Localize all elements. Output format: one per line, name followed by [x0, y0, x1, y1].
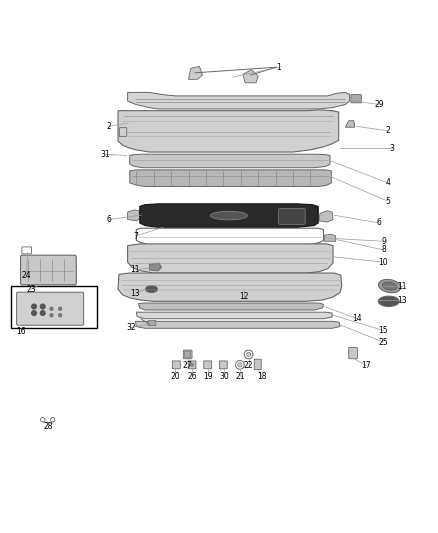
Polygon shape — [188, 66, 202, 79]
Circle shape — [31, 310, 37, 316]
Text: 30: 30 — [219, 372, 229, 381]
Text: 13: 13 — [397, 296, 406, 305]
Text: 7: 7 — [133, 231, 138, 240]
FancyBboxPatch shape — [173, 361, 180, 369]
Text: 20: 20 — [171, 372, 180, 381]
Text: 2: 2 — [107, 122, 112, 131]
Text: 11: 11 — [397, 281, 406, 290]
Circle shape — [49, 313, 53, 318]
Polygon shape — [243, 70, 258, 83]
Polygon shape — [130, 170, 331, 187]
Text: 11: 11 — [131, 265, 140, 274]
Text: 5: 5 — [385, 197, 390, 206]
Polygon shape — [324, 235, 336, 241]
Text: 21: 21 — [235, 372, 245, 381]
Text: 25: 25 — [379, 338, 389, 347]
Text: 17: 17 — [361, 361, 371, 370]
Text: 3: 3 — [390, 143, 395, 152]
Text: 29: 29 — [374, 100, 384, 109]
Circle shape — [40, 303, 46, 310]
Ellipse shape — [145, 286, 158, 293]
Polygon shape — [118, 273, 342, 301]
Circle shape — [247, 352, 251, 357]
FancyBboxPatch shape — [184, 350, 192, 359]
Text: 14: 14 — [353, 314, 362, 323]
Polygon shape — [345, 120, 355, 127]
Text: 32: 32 — [126, 323, 136, 332]
Polygon shape — [138, 303, 323, 310]
FancyBboxPatch shape — [349, 348, 357, 359]
Text: 2: 2 — [385, 126, 390, 135]
Text: 16: 16 — [16, 327, 25, 336]
Text: 10: 10 — [379, 257, 389, 266]
Text: 26: 26 — [187, 372, 197, 381]
FancyBboxPatch shape — [17, 292, 84, 325]
Polygon shape — [127, 118, 136, 125]
FancyBboxPatch shape — [254, 359, 261, 370]
Circle shape — [190, 362, 194, 367]
Polygon shape — [127, 92, 350, 109]
Ellipse shape — [211, 211, 247, 220]
Text: 8: 8 — [381, 246, 386, 254]
Polygon shape — [319, 211, 333, 222]
Circle shape — [58, 306, 62, 311]
Text: 6: 6 — [107, 215, 112, 224]
Ellipse shape — [378, 279, 401, 293]
Text: 4: 4 — [385, 179, 390, 188]
Text: 27: 27 — [183, 361, 192, 370]
FancyBboxPatch shape — [21, 255, 76, 285]
Text: 23: 23 — [26, 285, 36, 294]
FancyBboxPatch shape — [188, 361, 196, 369]
Polygon shape — [127, 244, 333, 273]
Ellipse shape — [378, 296, 399, 306]
Circle shape — [40, 310, 46, 316]
Circle shape — [49, 306, 53, 311]
Text: 31: 31 — [100, 150, 110, 159]
Text: 1: 1 — [277, 63, 282, 71]
FancyBboxPatch shape — [279, 208, 305, 224]
Polygon shape — [130, 154, 330, 168]
FancyBboxPatch shape — [185, 351, 191, 358]
Circle shape — [31, 303, 37, 310]
Polygon shape — [140, 204, 318, 228]
Text: 28: 28 — [44, 422, 53, 431]
Circle shape — [238, 362, 242, 367]
Ellipse shape — [382, 282, 397, 290]
Polygon shape — [136, 312, 332, 319]
FancyBboxPatch shape — [204, 361, 212, 369]
Text: 12: 12 — [240, 292, 249, 301]
Text: 9: 9 — [381, 237, 386, 246]
Text: 6: 6 — [377, 219, 381, 228]
Text: 15: 15 — [379, 326, 389, 335]
Polygon shape — [127, 210, 140, 221]
Text: 19: 19 — [203, 372, 213, 381]
FancyBboxPatch shape — [148, 320, 156, 326]
Bar — [11, 286, 97, 328]
FancyBboxPatch shape — [219, 361, 227, 369]
Polygon shape — [118, 110, 339, 152]
Text: 13: 13 — [131, 289, 140, 298]
FancyBboxPatch shape — [351, 94, 361, 103]
Text: 24: 24 — [22, 271, 32, 280]
Circle shape — [58, 313, 62, 318]
Text: 22: 22 — [244, 361, 253, 370]
Text: 18: 18 — [257, 372, 266, 381]
Polygon shape — [135, 321, 340, 328]
Polygon shape — [149, 263, 162, 271]
